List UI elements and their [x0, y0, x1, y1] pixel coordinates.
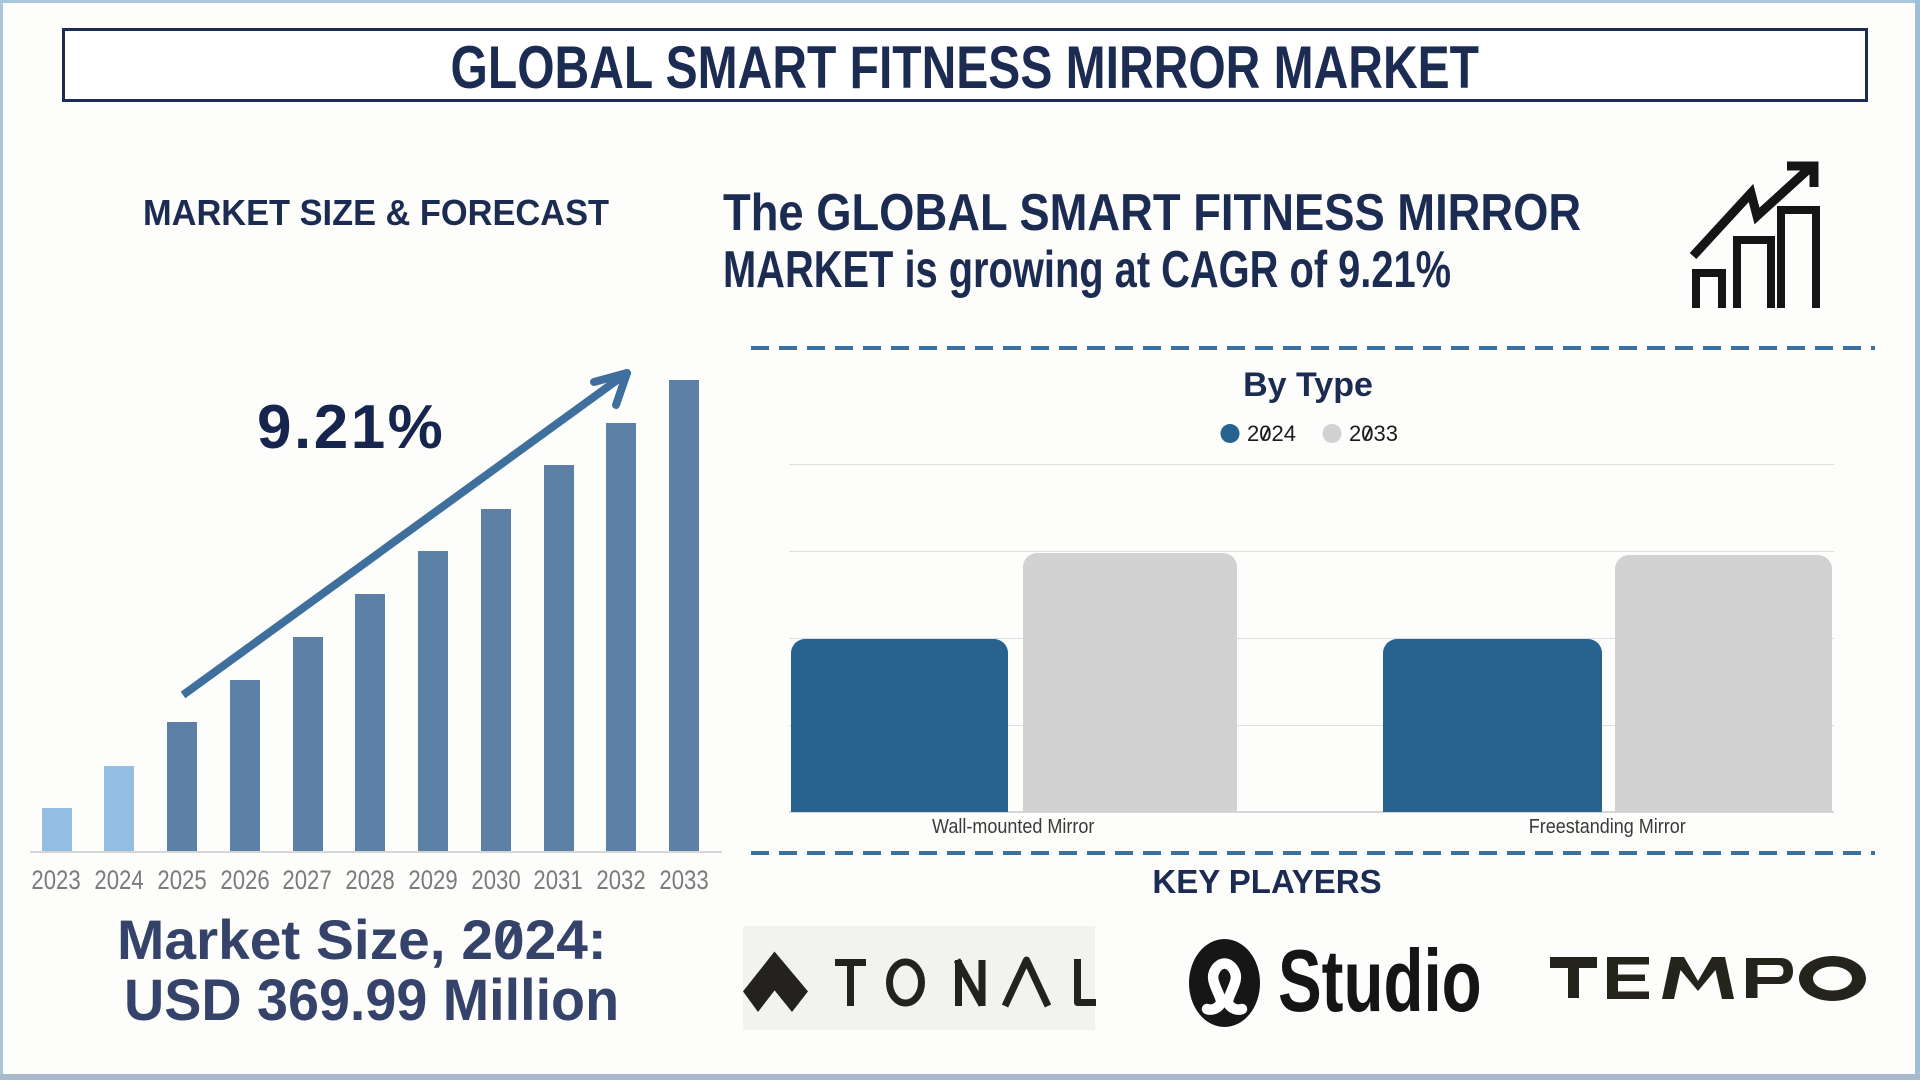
- svg-text:2024: 2024: [1247, 421, 1296, 446]
- svg-text:2033: 2033: [1349, 421, 1398, 446]
